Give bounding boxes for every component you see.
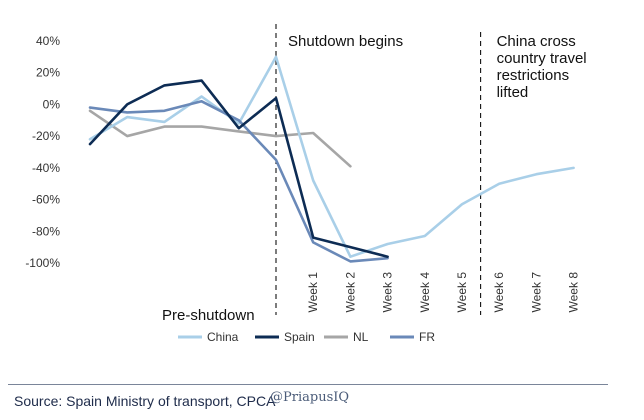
y-axis-ticks: 40% 20% 0% -20% -40% -60% -80% -100% <box>25 34 60 270</box>
restrictions-annotation-line: lifted <box>497 84 529 101</box>
legend-label-fr: FR <box>419 330 435 344</box>
restrictions-annotation-line: country travel <box>497 50 587 67</box>
y-tick-label: 20% <box>36 66 60 80</box>
restrictions-annotation-line: China cross <box>497 33 576 50</box>
x-tick-label: Week 5 <box>455 272 469 313</box>
series-spain-line <box>88 79 389 258</box>
y-tick-label: -20% <box>32 129 60 143</box>
x-tick-label: Week 2 <box>343 272 357 313</box>
y-tick-label: -40% <box>32 161 60 175</box>
x-tick-label: Week 8 <box>567 272 581 313</box>
restrictions-annotation-line: restrictions <box>497 67 570 84</box>
watermark: @PriapusIQ <box>270 390 350 405</box>
x-tick-label: Week 6 <box>492 272 506 313</box>
legend-label-china: China <box>207 330 239 344</box>
y-tick-label: -60% <box>32 193 60 207</box>
source-divider <box>8 384 608 385</box>
x-tick-label: Week 3 <box>381 272 395 313</box>
y-tick-label: -80% <box>32 224 60 238</box>
x-tick-label: Week 4 <box>418 272 432 313</box>
series-china-line <box>88 55 575 258</box>
legend: China Spain NL FR <box>178 330 435 344</box>
y-tick-label: -100% <box>25 256 60 270</box>
series-lines <box>88 55 575 263</box>
pre-shutdown-label: Pre-shutdown <box>162 307 255 324</box>
source-note: Source: Spain Ministry of transport, CPC… <box>14 393 276 409</box>
line-chart: 40%20%0%-20%-40%-60%-80%-100% Week 1 Week… <box>25 24 587 344</box>
series-nl-line <box>88 109 352 168</box>
y-tick-label: 40% <box>36 34 60 48</box>
shutdown-annotation: Shutdown begins <box>288 33 403 50</box>
legend-label-nl: NL <box>353 330 369 344</box>
x-axis-ticks: Week 1 Week 2 Week 3 Week 4 Week 5 Week 6 Week… <box>306 272 580 313</box>
x-tick-label: Week 7 <box>529 272 543 313</box>
y-tick-label: 0% <box>43 97 61 111</box>
x-tick-label: Week 1 <box>306 272 320 313</box>
series-fr-line <box>88 100 389 263</box>
event-lines <box>275 24 482 315</box>
legend-label-spain: Spain <box>284 330 315 344</box>
